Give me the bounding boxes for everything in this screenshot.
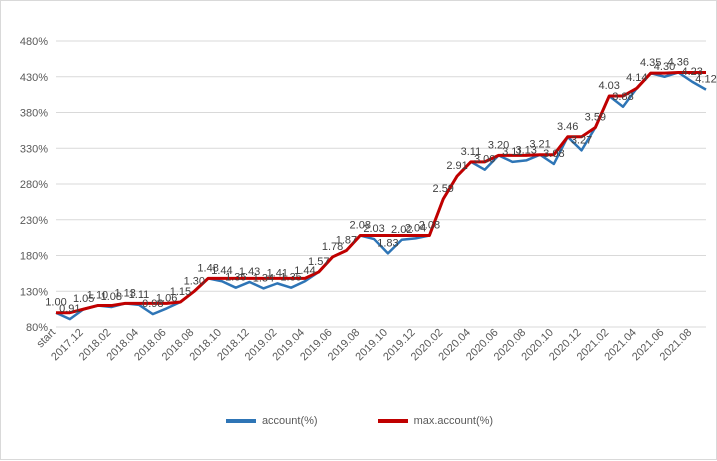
data-label: 3.46 <box>557 121 578 133</box>
data-label: 3.11 <box>502 146 523 158</box>
data-label: 4.36 <box>668 56 689 68</box>
data-label: 1.30 <box>184 275 205 287</box>
data-label: 3.08 <box>543 148 564 160</box>
data-label: 1.10 <box>87 290 108 302</box>
legend-label-max-account: max.account(%) <box>413 415 494 427</box>
legend: account(%) max.account(%) <box>1 415 717 427</box>
data-label: 4.30 <box>654 61 675 73</box>
data-label: 3.00 <box>474 154 495 166</box>
data-label: 1.13 <box>114 287 135 299</box>
y-tick-label: 130% <box>20 286 48 298</box>
series-line-max-account <box>56 70 706 315</box>
data-label: 1.35 <box>225 272 246 284</box>
data-label: 4.14 <box>626 72 647 84</box>
data-label: 1.44 <box>211 265 232 277</box>
data-label: 4.23 <box>681 66 702 78</box>
data-label: 4.12 <box>695 74 716 86</box>
data-label: 2.03 <box>363 223 384 235</box>
data-label: 3.21 <box>529 139 550 151</box>
data-label: 1.43 <box>239 266 260 278</box>
y-tick-label: 80% <box>26 322 48 334</box>
data-label: 1.35 <box>280 272 301 284</box>
y-tick-label: 330% <box>20 143 48 155</box>
data-label: 1.06 <box>156 292 177 304</box>
y-tick-label: 230% <box>20 215 48 227</box>
data-label: 3.59 <box>585 112 606 124</box>
data-label: 1.87 <box>336 234 357 246</box>
data-label: 3.13 <box>516 144 537 156</box>
y-tick-label: 430% <box>20 72 48 84</box>
data-label: 1.78 <box>322 241 343 253</box>
data-label: 1.15 <box>170 286 191 298</box>
data-label: 3.20 <box>488 139 509 151</box>
data-label: 0.91 <box>59 303 80 315</box>
series-line-account <box>55 71 707 321</box>
legend-swatch-account <box>225 419 256 423</box>
y-tick-label: 480% <box>20 36 48 48</box>
data-label: 1.83 <box>377 237 398 249</box>
y-tick-label: 180% <box>20 251 48 263</box>
y-tick-label: 280% <box>20 179 48 191</box>
data-label: 2.08 <box>419 219 440 231</box>
data-label: 3.88 <box>612 91 633 103</box>
y-tick-label: 380% <box>20 108 48 120</box>
data-label: 1.41 <box>267 267 288 279</box>
legend-item-max-account: max.account(%) <box>377 415 494 427</box>
data-label: 1.44 <box>294 265 315 277</box>
data-label: 2.02 <box>391 224 412 236</box>
data-label: 1.48 <box>197 262 218 274</box>
data-label: 2.08 <box>350 219 371 231</box>
data-label: 2.91 <box>446 160 467 172</box>
data-label: 1.05 <box>73 293 94 305</box>
data-label: 1.08 <box>101 291 122 303</box>
data-label: 3.27 <box>571 134 592 146</box>
data-label: 1.57 <box>308 256 329 268</box>
data-label: 2.04 <box>405 222 426 234</box>
data-label: 0.98 <box>142 298 163 310</box>
data-label: 3.11 <box>461 146 482 158</box>
data-label: 1.11 <box>129 289 150 301</box>
legend-swatch-max-account <box>377 419 408 423</box>
data-label: 4.35 <box>640 57 661 69</box>
data-label: 2.59 <box>433 183 454 195</box>
legend-item-account: account(%) <box>225 415 318 427</box>
data-label: 4.03 <box>598 80 619 92</box>
data-label: 1.34 <box>253 272 274 284</box>
legend-label-account: account(%) <box>261 415 318 427</box>
data-label: 1.00 <box>45 297 66 309</box>
